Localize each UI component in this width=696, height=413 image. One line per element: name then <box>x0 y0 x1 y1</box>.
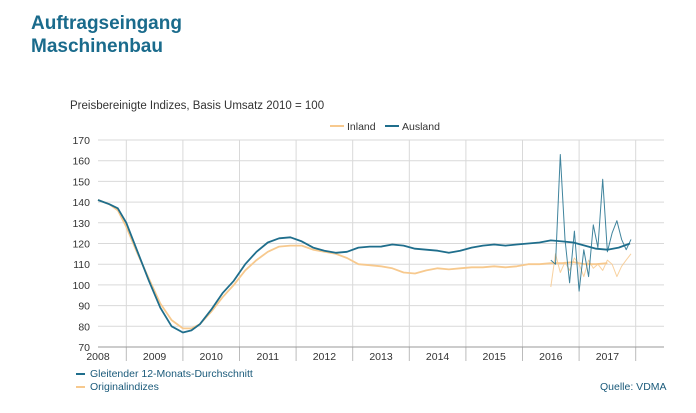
y-tick-label: 140 <box>72 197 90 209</box>
legend-orig-label: Originalindizes <box>90 381 159 393</box>
y-tick-label: 130 <box>72 218 90 230</box>
legend-orig-swatch <box>76 386 85 389</box>
legend-orig: Originalindizes <box>76 381 159 393</box>
series-line-ausland <box>97 199 631 334</box>
y-tick-label: 150 <box>72 176 90 188</box>
legend-inland-label: Inland <box>347 121 376 133</box>
y-tick-label: 70 <box>78 342 90 354</box>
legend-avg: Gleitender 12-Monats-Durchschnitt <box>76 368 253 380</box>
y-tick-label: 170 <box>72 135 90 147</box>
y-tick-label: 120 <box>72 239 90 251</box>
x-tick-label: 2014 <box>426 351 450 363</box>
series-line-ausland-monthly <box>550 154 632 292</box>
x-tick-label: 2011 <box>257 351 280 363</box>
x-tick-label: 2017 <box>596 351 620 363</box>
legend-avg-swatch <box>76 373 85 376</box>
legend-ausland-label: Ausland <box>402 121 440 133</box>
x-tick-label: 2010 <box>200 351 224 363</box>
x-tick-label: 2008 <box>86 351 110 363</box>
legend-avg-label: Gleitender 12-Monats-Durchschnitt <box>90 368 253 380</box>
x-tick-label: 2013 <box>369 351 393 363</box>
series-line-inland <box>97 199 608 330</box>
title-line-1: Auftragseingang <box>31 13 182 34</box>
page-title: Auftragseingang Maschinenbau <box>31 12 182 58</box>
y-tick-label: 110 <box>73 259 90 271</box>
y-tick-label: 90 <box>78 301 90 313</box>
x-tick-label: 2016 <box>539 351 563 363</box>
title-line-2: Maschinenbau <box>31 36 163 57</box>
series-line-inland-monthly <box>550 253 632 288</box>
x-tick-label: 2009 <box>143 351 167 363</box>
y-tick-label: 160 <box>72 156 90 168</box>
y-tick-label: 80 <box>78 321 90 333</box>
source-note: Quelle: VDMA <box>600 381 667 393</box>
y-tick-label: 100 <box>72 280 90 292</box>
chart-subtitle: Preisbereinigte Indizes, Basis Umsatz 20… <box>70 100 325 112</box>
x-tick-label: 2015 <box>483 351 507 363</box>
x-tick-label: 2012 <box>313 351 337 363</box>
